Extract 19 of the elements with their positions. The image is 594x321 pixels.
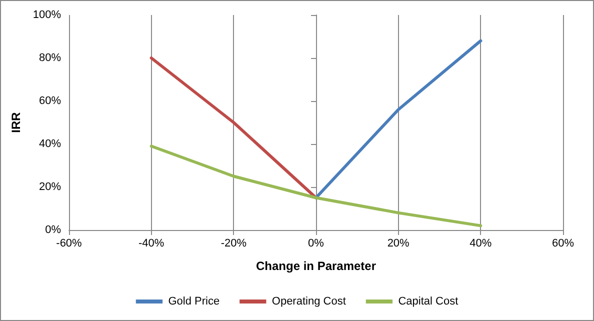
legend-label: Gold Price [168, 296, 220, 308]
y-axis-title: IRR [8, 112, 23, 133]
legend-label: Operating Cost [272, 296, 346, 308]
x-tick-label: 0% [308, 238, 324, 250]
legend-label: Capital Cost [398, 296, 458, 308]
x-tick-label: 60% [552, 238, 574, 250]
x-tick-label: 40% [470, 238, 492, 250]
x-tick-label: -40% [138, 238, 164, 250]
x-tick-label: -60% [56, 238, 82, 250]
y-tick-label: 40% [38, 138, 62, 150]
y-tick-label: 60% [38, 95, 62, 107]
y-tick-label: 100% [32, 9, 62, 21]
y-tick-label: 80% [38, 52, 62, 64]
line-series [150, 144, 482, 228]
x-tick-label: 20% [387, 238, 410, 250]
y-tick-label: 0% [45, 224, 62, 236]
x-tick-label: -20% [220, 238, 247, 250]
x-axis-title: Change in Parameter [256, 259, 376, 273]
y-tick-label: 20% [38, 181, 62, 193]
